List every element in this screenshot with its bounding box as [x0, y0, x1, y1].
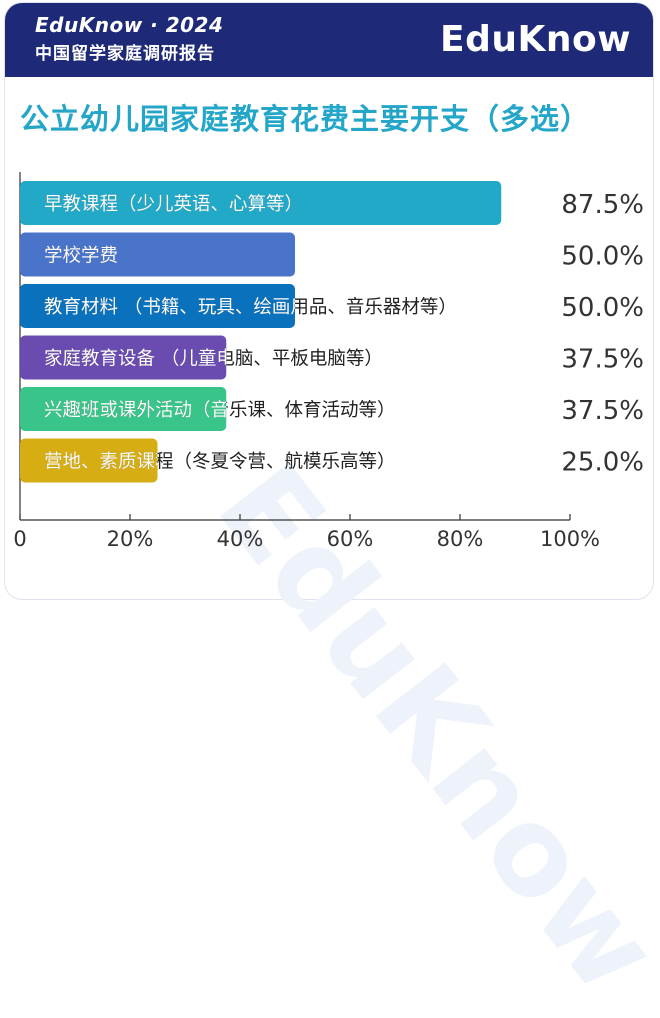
category-label-on-bar: 教育材料 （书籍、玩具、绘画用品、音乐器材等） [44, 297, 457, 318]
bar [20, 387, 227, 431]
value-label: 87.5% [561, 190, 644, 220]
category-label-on-bar: 早教课程（少儿英语、心算等） [44, 194, 303, 215]
value-label: 37.5% [561, 345, 644, 375]
value-label: 50.0% [561, 242, 644, 272]
category-label: 家庭教育设备 （儿童电脑、平板电脑等） [44, 349, 383, 370]
x-tick-label: 80% [437, 527, 484, 551]
x-tick-label: 0 [13, 527, 26, 551]
eduknow-logo: EduKnow [439, 19, 631, 60]
x-tick-label: 60% [327, 527, 374, 551]
category-label-on-bar: 家庭教育设备 （儿童电脑、平板电脑等） [44, 349, 383, 370]
brand-year-line: EduKnow · 2024 [35, 13, 224, 37]
bar [20, 438, 158, 483]
value-label: 37.5% [561, 396, 644, 426]
bar-chart: 0 20% 40% 60% 80% 100% 早教课程（少儿英语、心算等） 87.5% 学校学费… [13, 172, 644, 551]
category-label: 兴趣班或课外活动（音乐课、体育活动等） [44, 400, 396, 421]
bar [20, 232, 295, 277]
category-label: 早教课程（少儿英语、心算等） [44, 194, 303, 215]
bar [20, 284, 295, 328]
x-tick-label: 40% [217, 527, 264, 551]
header-text-block: EduKnow · 2024 中国留学家庭调研报告 [35, 13, 223, 64]
category-label-on-bar: 学校学费 [44, 246, 118, 267]
bar [20, 335, 227, 380]
bar [20, 181, 502, 225]
category-label-on-bar: 营地、素质课程（冬夏令营、航模乐高等） [44, 452, 396, 473]
category-label: 学校学费 [44, 246, 118, 267]
report-name: 中国留学家庭调研报告 [35, 44, 215, 64]
value-label: 25.0% [561, 448, 644, 478]
x-tick-label: 100% [540, 527, 600, 551]
chart-title: 公立幼儿园家庭教育花费主要开支（多选） [20, 102, 591, 136]
x-tick-label: 20% [107, 527, 154, 551]
category-label: 营地、素质课程（冬夏令营、航模乐高等） [44, 452, 396, 473]
value-label: 50.0% [561, 293, 644, 323]
report-header: EduKnow · 2024 中国留学家庭调研报告 EduKnow [5, 3, 653, 77]
category-label-on-bar: 兴趣班或课外活动（音乐课、体育活动等） [44, 400, 396, 421]
category-label: 教育材料 （书籍、玩具、绘画用品、音乐器材等） [44, 297, 457, 318]
